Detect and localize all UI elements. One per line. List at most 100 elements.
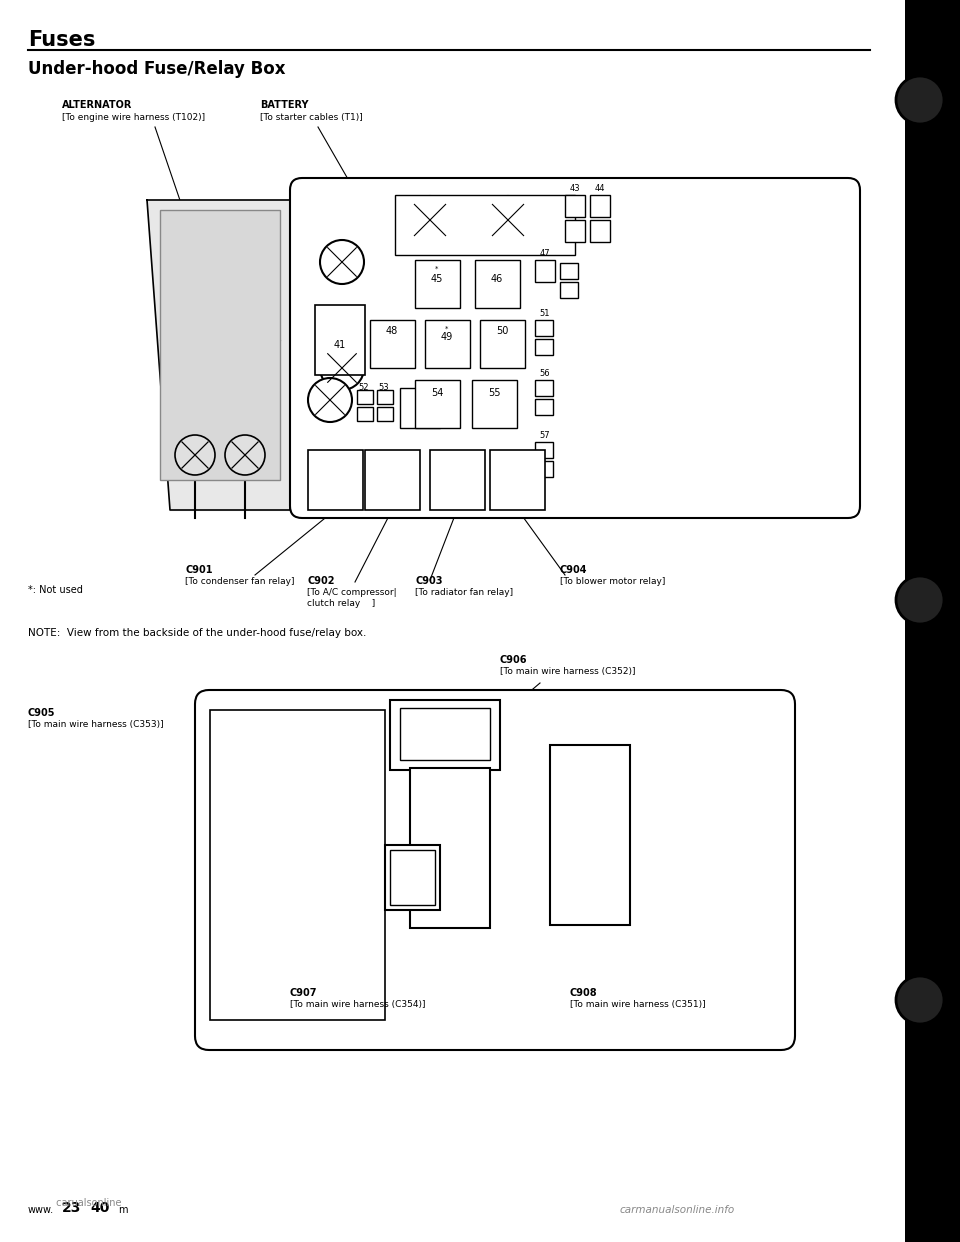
Text: 55: 55: [488, 388, 500, 397]
Bar: [370, 320, 415, 368]
Bar: [357, 407, 373, 421]
Bar: [590, 220, 610, 242]
Text: 52: 52: [358, 383, 369, 392]
Bar: [357, 390, 373, 404]
Bar: [410, 768, 490, 928]
Text: 49: 49: [441, 332, 453, 342]
Text: C908: C908: [570, 987, 598, 999]
Bar: [308, 450, 363, 510]
Bar: [365, 450, 420, 510]
Text: C903: C903: [415, 576, 443, 586]
Bar: [210, 710, 385, 1020]
Text: *: *: [445, 325, 448, 332]
Text: www.: www.: [28, 1205, 54, 1215]
Text: 41: 41: [334, 340, 347, 350]
Circle shape: [896, 576, 944, 623]
Bar: [560, 263, 578, 279]
Bar: [535, 339, 553, 355]
Bar: [535, 442, 553, 458]
Text: [To A/C compressor|: [To A/C compressor|: [307, 587, 396, 597]
Text: BATTERY: BATTERY: [260, 101, 308, 111]
Bar: [475, 260, 520, 308]
Text: 50: 50: [495, 325, 508, 337]
Text: 57: 57: [540, 431, 550, 440]
Bar: [480, 320, 525, 368]
Text: ALTERNATOR: ALTERNATOR: [62, 101, 132, 111]
Text: Fuses: Fuses: [28, 30, 95, 50]
Circle shape: [320, 347, 364, 390]
Text: 40: 40: [90, 1201, 109, 1215]
Text: [To main wire harness (C354)]: [To main wire harness (C354)]: [290, 1000, 425, 1009]
Bar: [550, 745, 630, 925]
Polygon shape: [147, 200, 290, 510]
Bar: [472, 380, 517, 428]
Bar: [315, 306, 365, 375]
Text: 45: 45: [431, 274, 444, 284]
Text: C905: C905: [28, 708, 56, 718]
Text: [To blower motor relay]: [To blower motor relay]: [560, 578, 665, 586]
Bar: [535, 320, 553, 337]
Text: C904: C904: [560, 565, 588, 575]
Text: NOTE:  View from the backside of the under-hood fuse/relay box.: NOTE: View from the backside of the unde…: [28, 628, 367, 638]
Text: 23: 23: [62, 1201, 82, 1215]
Text: C907: C907: [290, 987, 318, 999]
Bar: [430, 450, 485, 510]
Text: 56: 56: [540, 369, 550, 378]
Bar: [395, 195, 575, 255]
Text: clutch relay    ]: clutch relay ]: [307, 599, 375, 609]
Text: *: Not used: *: Not used: [28, 585, 83, 595]
Text: [To main wire harness (C351)]: [To main wire harness (C351)]: [570, 1000, 706, 1009]
Bar: [400, 388, 440, 428]
Text: 43: 43: [569, 184, 580, 193]
Text: 51: 51: [540, 309, 550, 318]
Bar: [390, 700, 500, 770]
Bar: [390, 850, 435, 905]
Bar: [535, 260, 555, 282]
Text: 47: 47: [540, 248, 550, 258]
Text: Under-hood Fuse/Relay Box: Under-hood Fuse/Relay Box: [28, 60, 285, 78]
Text: 46: 46: [491, 274, 503, 284]
Bar: [377, 407, 393, 421]
Text: [To radiator fan relay]: [To radiator fan relay]: [415, 587, 514, 597]
Circle shape: [225, 435, 265, 474]
Circle shape: [308, 378, 352, 422]
Bar: [535, 380, 553, 396]
Bar: [590, 195, 610, 217]
Text: C901: C901: [185, 565, 212, 575]
FancyBboxPatch shape: [195, 691, 795, 1049]
Bar: [535, 461, 553, 477]
Circle shape: [896, 976, 944, 1023]
Text: carualsonline: carualsonline: [28, 1199, 122, 1208]
Bar: [535, 399, 553, 415]
Text: [To engine wire harness (T102)]: [To engine wire harness (T102)]: [62, 113, 205, 122]
Text: [To starter cables (T1)]: [To starter cables (T1)]: [260, 113, 363, 122]
Circle shape: [484, 196, 532, 243]
Text: C902: C902: [307, 576, 334, 586]
Circle shape: [406, 196, 454, 243]
Text: 42: 42: [466, 224, 478, 233]
FancyBboxPatch shape: [290, 178, 860, 518]
Text: 44: 44: [595, 184, 605, 193]
Text: [To main wire harness (C352)]: [To main wire harness (C352)]: [500, 667, 636, 676]
Bar: [415, 380, 460, 428]
Bar: [385, 845, 440, 910]
Bar: [565, 220, 585, 242]
Text: C906: C906: [500, 655, 527, 664]
Text: m: m: [118, 1205, 128, 1215]
Bar: [490, 450, 545, 510]
Circle shape: [320, 240, 364, 284]
Bar: [400, 708, 490, 760]
Circle shape: [175, 435, 215, 474]
Text: carmanualsonline.info: carmanualsonline.info: [620, 1205, 735, 1215]
Text: [To condenser fan relay]: [To condenser fan relay]: [185, 578, 295, 586]
Text: 53: 53: [378, 383, 389, 392]
Bar: [560, 282, 578, 298]
Text: [To main wire harness (C353)]: [To main wire harness (C353)]: [28, 720, 163, 729]
Bar: [415, 260, 460, 308]
Bar: [160, 210, 280, 479]
Text: 54: 54: [431, 388, 444, 397]
Circle shape: [896, 76, 944, 124]
Bar: [377, 390, 393, 404]
Text: *: *: [435, 266, 439, 272]
Bar: [905, 0, 960, 1242]
